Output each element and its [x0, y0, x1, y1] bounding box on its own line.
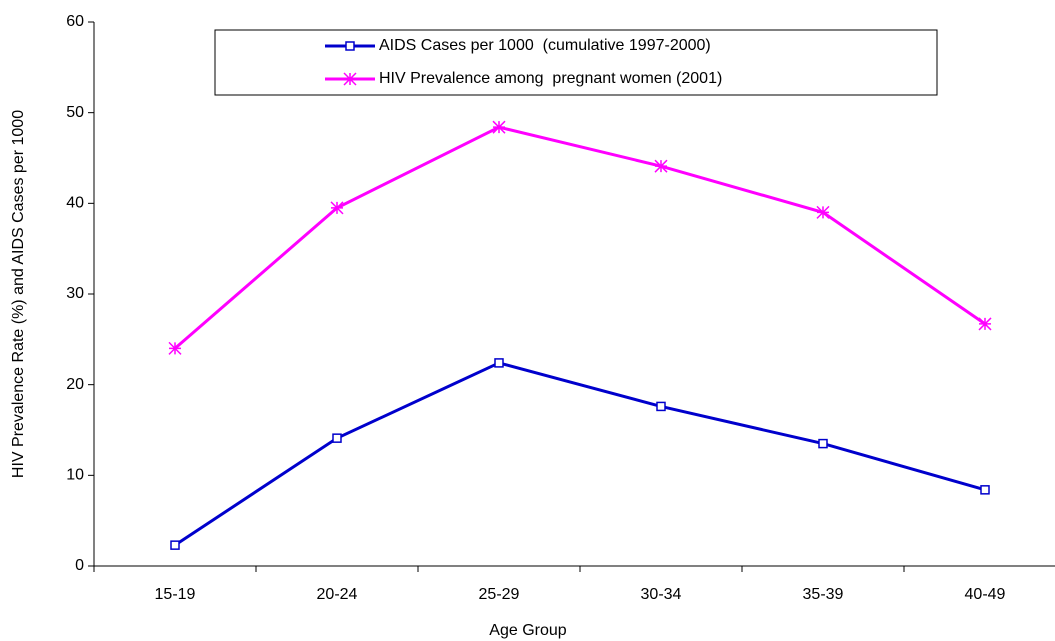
- y-tick-label: 30: [66, 285, 84, 302]
- y-tick-label: 50: [66, 104, 84, 121]
- x-tick-label: 35-39: [803, 586, 844, 603]
- y-tick-label: 40: [66, 195, 84, 212]
- x-axis-label: Age Group: [489, 622, 566, 639]
- x-tick-label: 20-24: [317, 586, 358, 603]
- x-tick-label: 30-34: [641, 586, 682, 603]
- legend-box: [214, 29, 938, 96]
- x-tick-label: 25-29: [479, 586, 520, 603]
- legend-label: AIDS Cases per 1000 (cumulative 1997-200…: [379, 37, 711, 54]
- legend-marker: [345, 41, 355, 51]
- data-point: [332, 433, 342, 443]
- data-point: [978, 317, 992, 331]
- x-tick-label: 15-19: [155, 586, 196, 603]
- data-point: [330, 201, 344, 215]
- y-tick-label: 10: [66, 467, 84, 484]
- data-point: [168, 341, 182, 355]
- data-point: [170, 540, 180, 550]
- data-point: [980, 485, 990, 495]
- data-point: [654, 159, 668, 173]
- y-tick-label: 0: [75, 557, 84, 574]
- y-tick-label: 60: [66, 13, 84, 30]
- legend-marker: [343, 72, 357, 86]
- y-tick-label: 20: [66, 376, 84, 393]
- data-point: [656, 401, 666, 412]
- data-point: [816, 205, 830, 219]
- y-axis-label: HIV Prevalence Rate (%) and AIDS Cases p…: [10, 110, 27, 478]
- x-tick-label: 40-49: [965, 586, 1006, 603]
- data-point: [818, 438, 828, 449]
- legend-label: HIV Prevalence among pregnant women (200…: [379, 70, 722, 87]
- data-point: [492, 120, 506, 134]
- series-line: [174, 125, 986, 350]
- legend: AIDS Cases per 1000 (cumulative 1997-200…: [214, 29, 938, 96]
- data-point: [494, 358, 504, 368]
- series-line: [174, 361, 986, 547]
